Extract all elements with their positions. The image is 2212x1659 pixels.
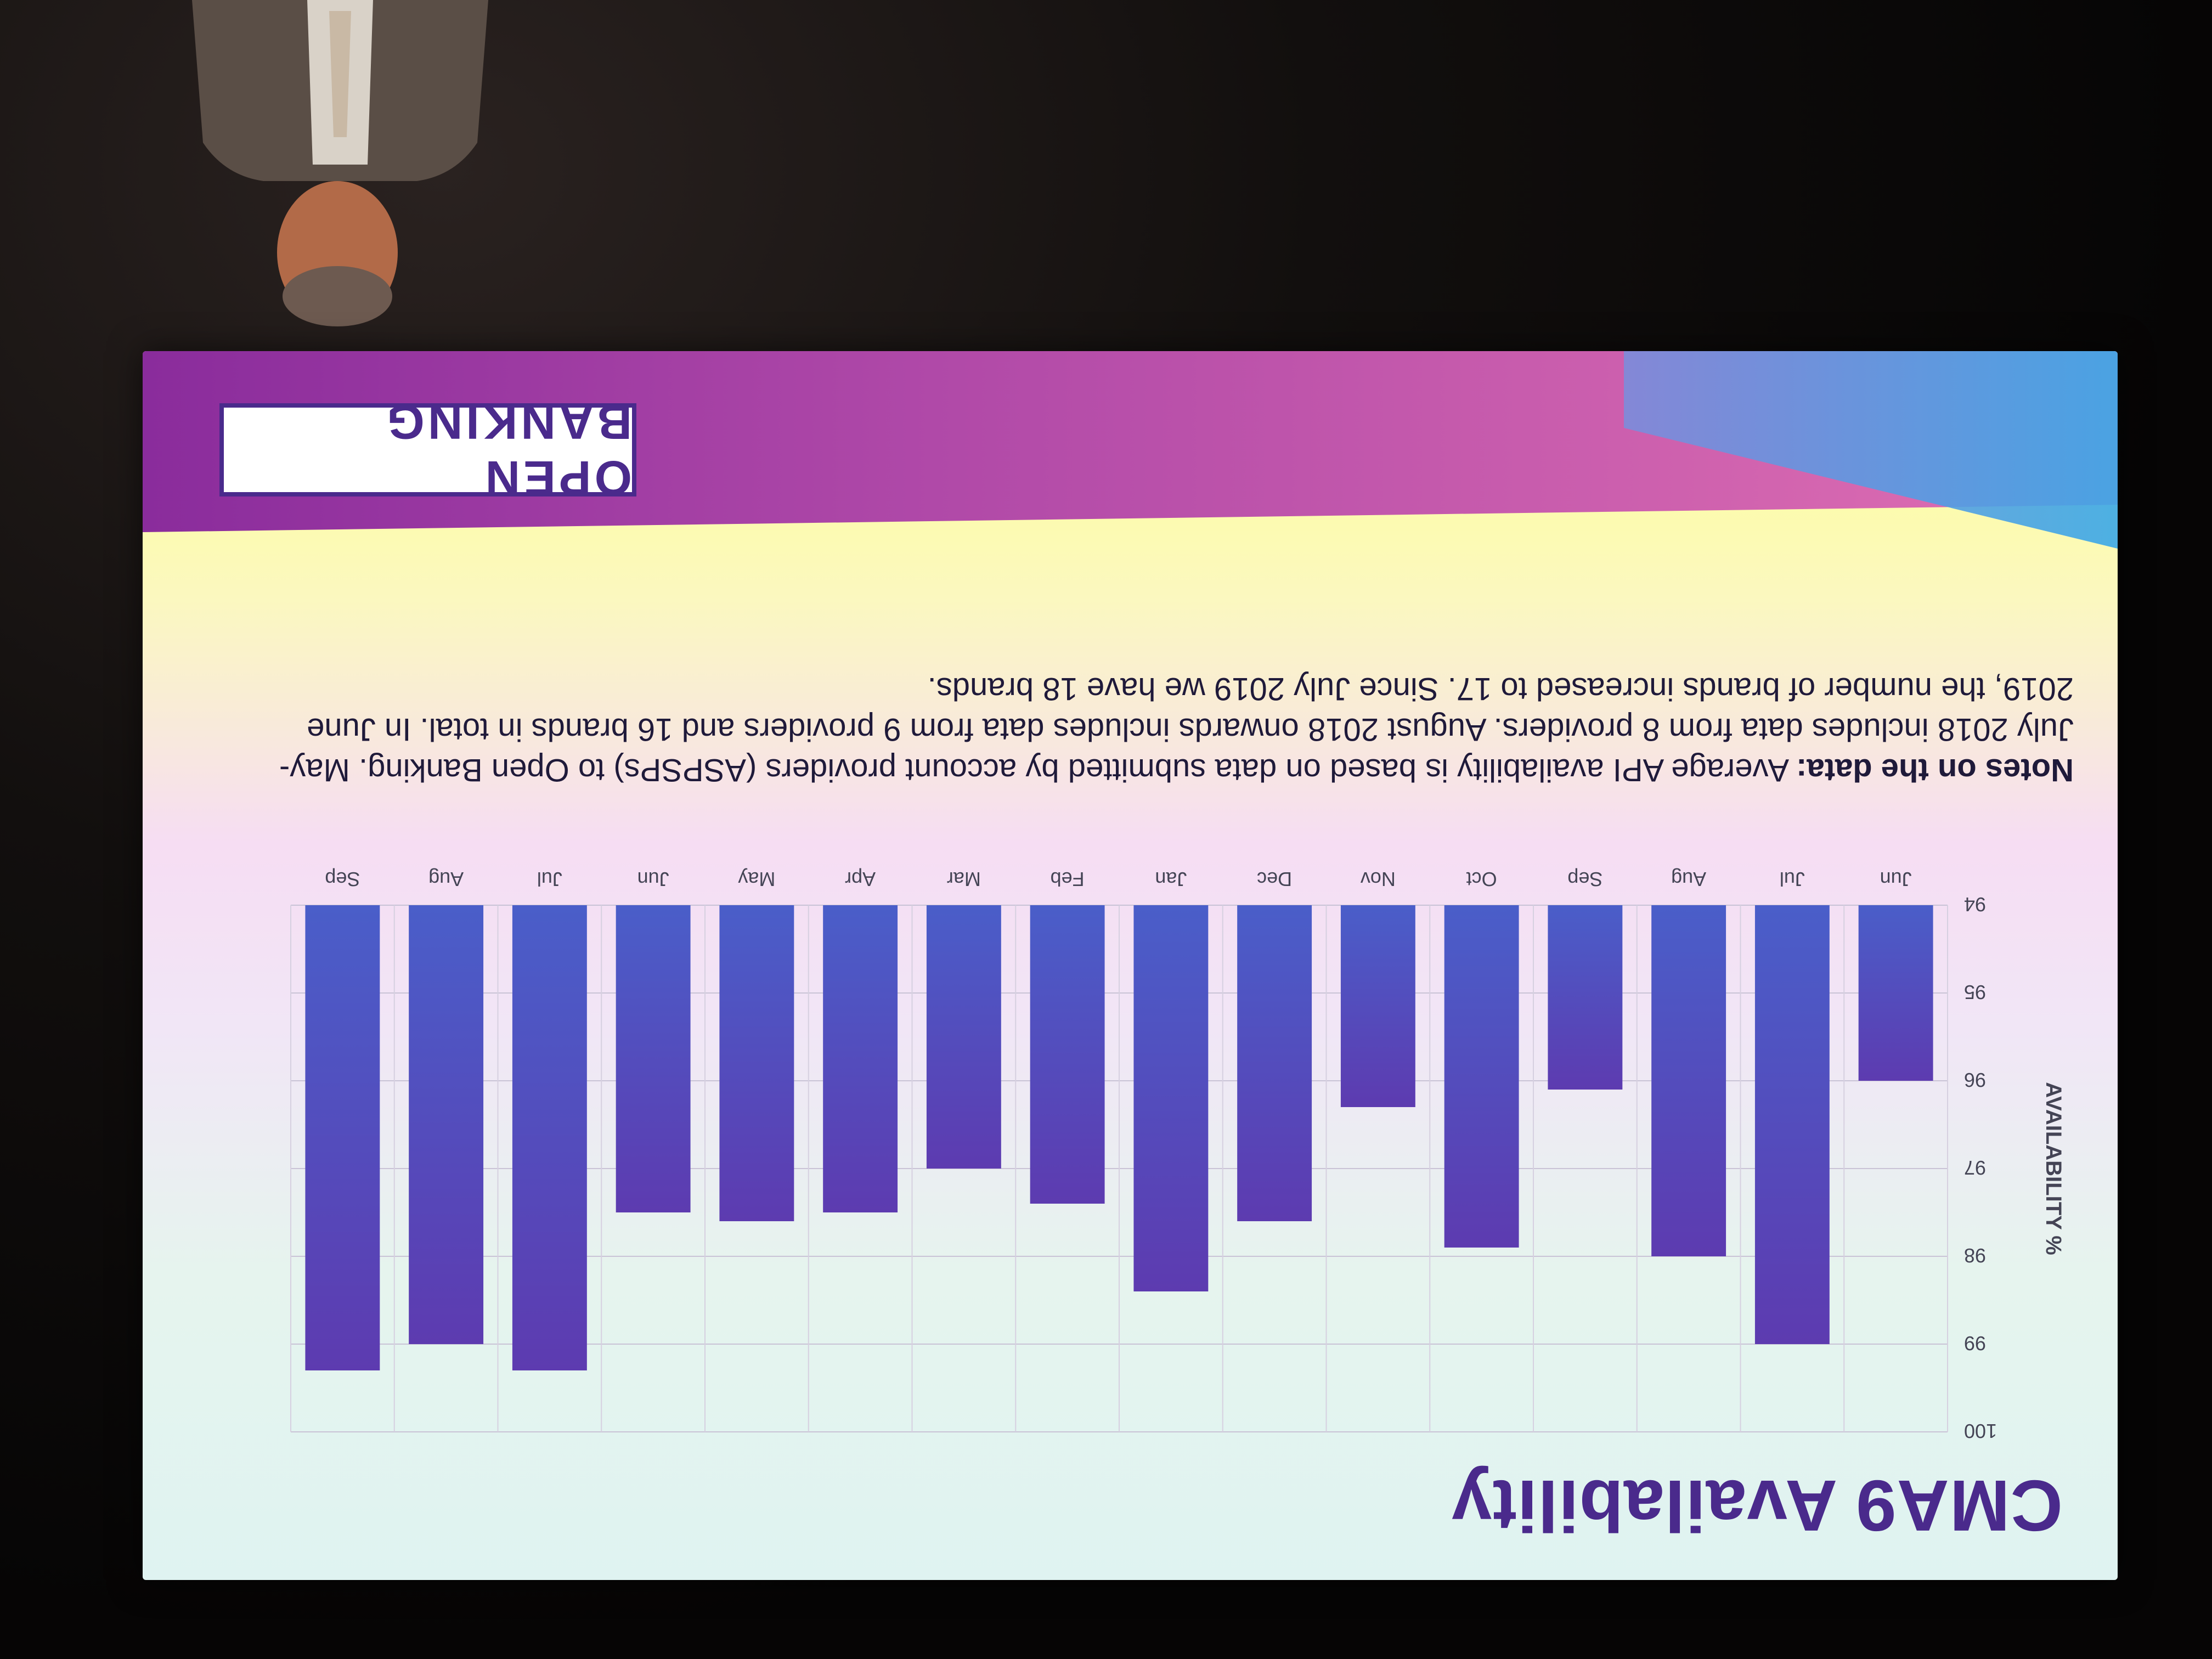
bar-jul-1: [1754, 905, 1830, 1344]
bar-aug-14: [409, 905, 484, 1344]
bar-dec-6: [1237, 905, 1312, 1221]
y-tick-label: 97: [1964, 1156, 1986, 1179]
slide-title: CMA9 Availability: [1451, 1465, 2063, 1546]
decorative-footer-band: [143, 351, 2118, 549]
bar-sep-15: [305, 905, 380, 1370]
x-tick-label: Nov: [1361, 868, 1396, 890]
y-tick-label: 100: [1964, 1420, 1997, 1442]
open-banking-logo: OPEN BANKING: [219, 395, 636, 505]
bar-jun-12: [616, 905, 691, 1212]
bar-jul-13: [512, 905, 587, 1370]
x-tick-label: Oct: [1466, 868, 1497, 890]
x-tick-label: Jul: [1780, 868, 1805, 890]
bar-jan-7: [1133, 905, 1209, 1291]
data-notes: Notes on the data: Average API availabil…: [252, 668, 2074, 790]
bar-jun-0: [1858, 905, 1933, 1081]
y-tick-label: 94: [1964, 893, 1986, 916]
y-axis-label: AVAILABILITY %: [2041, 1082, 2066, 1255]
y-tick-label: 98: [1964, 1244, 1986, 1267]
x-axis-ticks: Jun Jul Aug Sep Oct Nov Dec Jan Feb Mar Apr May Jun J…: [325, 868, 1911, 890]
x-tick-label: Apr: [845, 868, 876, 890]
bar-sep-3: [1548, 905, 1623, 1090]
x-tick-label: Sep: [1567, 868, 1602, 890]
notes-label: Notes on the data:: [1796, 752, 2074, 788]
bar-nov-5: [1340, 905, 1415, 1107]
bar-may-11: [719, 905, 794, 1221]
x-tick-label: Sep: [325, 868, 360, 890]
bar-apr-10: [823, 905, 898, 1212]
x-tick-label: Mar: [947, 868, 981, 890]
bar-mar-9: [926, 905, 1001, 1169]
bar-oct-4: [1444, 905, 1519, 1248]
x-tick-label: Jan: [1155, 868, 1187, 890]
x-tick-label: Jun: [637, 868, 669, 890]
x-tick-label: Jun: [1880, 868, 1912, 890]
presenter-silhouette: [192, 0, 488, 326]
y-tick-label: 96: [1964, 1069, 1986, 1091]
x-tick-label: Aug: [1671, 868, 1706, 890]
bar-feb-8: [1030, 905, 1105, 1204]
x-tick-label: Aug: [428, 868, 464, 890]
presentation-slide: CMA9 Availability 94 95 96 97 98 99 100 Jun Jul…: [143, 351, 2118, 1580]
x-tick-label: Feb: [1051, 868, 1085, 890]
x-tick-label: May: [738, 868, 775, 890]
x-tick-label: Dec: [1257, 868, 1292, 890]
chart-bars: [305, 905, 1933, 1370]
bar-aug-2: [1651, 905, 1726, 1256]
y-tick-label: 99: [1964, 1332, 1986, 1355]
availability-bar-chart: 94 95 96 97 98 99 100 Jun Jul Aug Sep Oct Nov Dec Jan…: [290, 868, 2066, 1442]
y-tick-label: 95: [1964, 981, 1986, 1003]
y-axis-ticks: 94 95 96 97 98 99 100: [1964, 893, 1997, 1442]
x-tick-label: Jul: [537, 868, 562, 890]
